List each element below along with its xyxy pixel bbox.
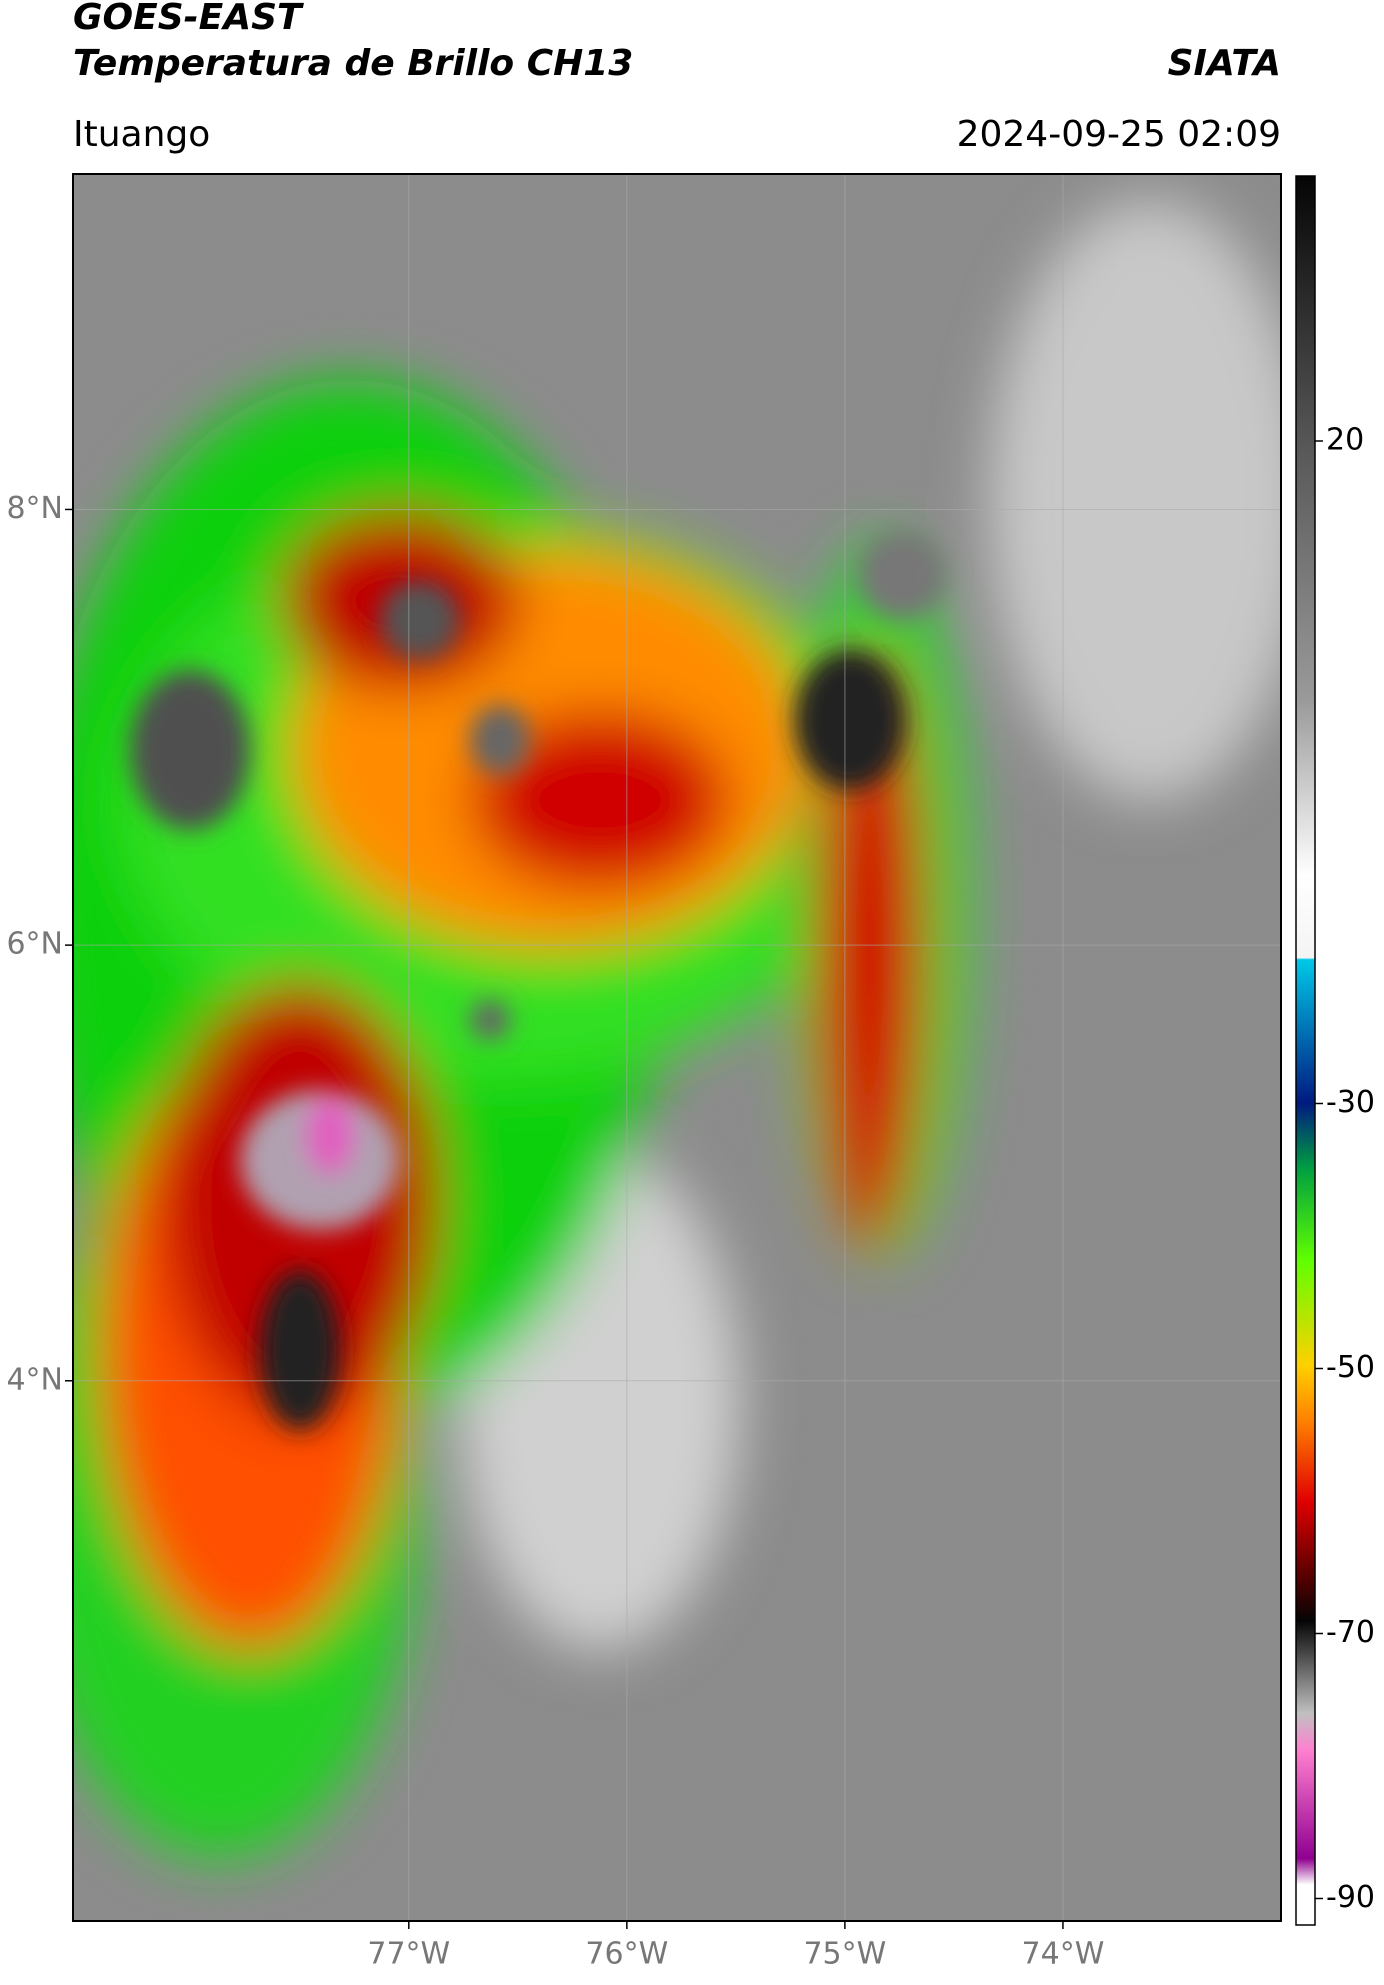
lat-tick-label: 4°N	[6, 1362, 63, 1397]
lat-tick-label: 6°N	[6, 927, 63, 962]
colorbar-tick-label: -50	[1326, 1350, 1375, 1385]
map-frame	[72, 173, 1282, 1922]
lat-tick-label: 8°N	[6, 491, 63, 526]
satellite: GOES-EAST	[73, 0, 304, 38]
timestamp: 2024-09-25 02:09	[957, 114, 1281, 155]
colorbar-tick-label: -70	[1326, 1615, 1375, 1650]
lon-tick-label: 77°W	[367, 1937, 450, 1972]
product: Temperatura de Brillo CH13	[73, 43, 633, 84]
lon-tick-label: 76°W	[585, 1937, 668, 1972]
colorbar-tick-label: -30	[1326, 1085, 1375, 1120]
colorbar-tick-label: -90	[1326, 1880, 1375, 1915]
colorbar-tick-label: 20	[1326, 423, 1364, 458]
location: Ituango	[73, 114, 210, 155]
satellite-image	[73, 174, 1281, 1921]
lon-tick-label: 75°W	[803, 1937, 886, 1972]
organization: SIATA	[1168, 43, 1281, 84]
colorbar	[1295, 175, 1316, 1926]
lon-tick-label: 74°W	[1022, 1937, 1105, 1972]
graticule	[73, 174, 1281, 1921]
